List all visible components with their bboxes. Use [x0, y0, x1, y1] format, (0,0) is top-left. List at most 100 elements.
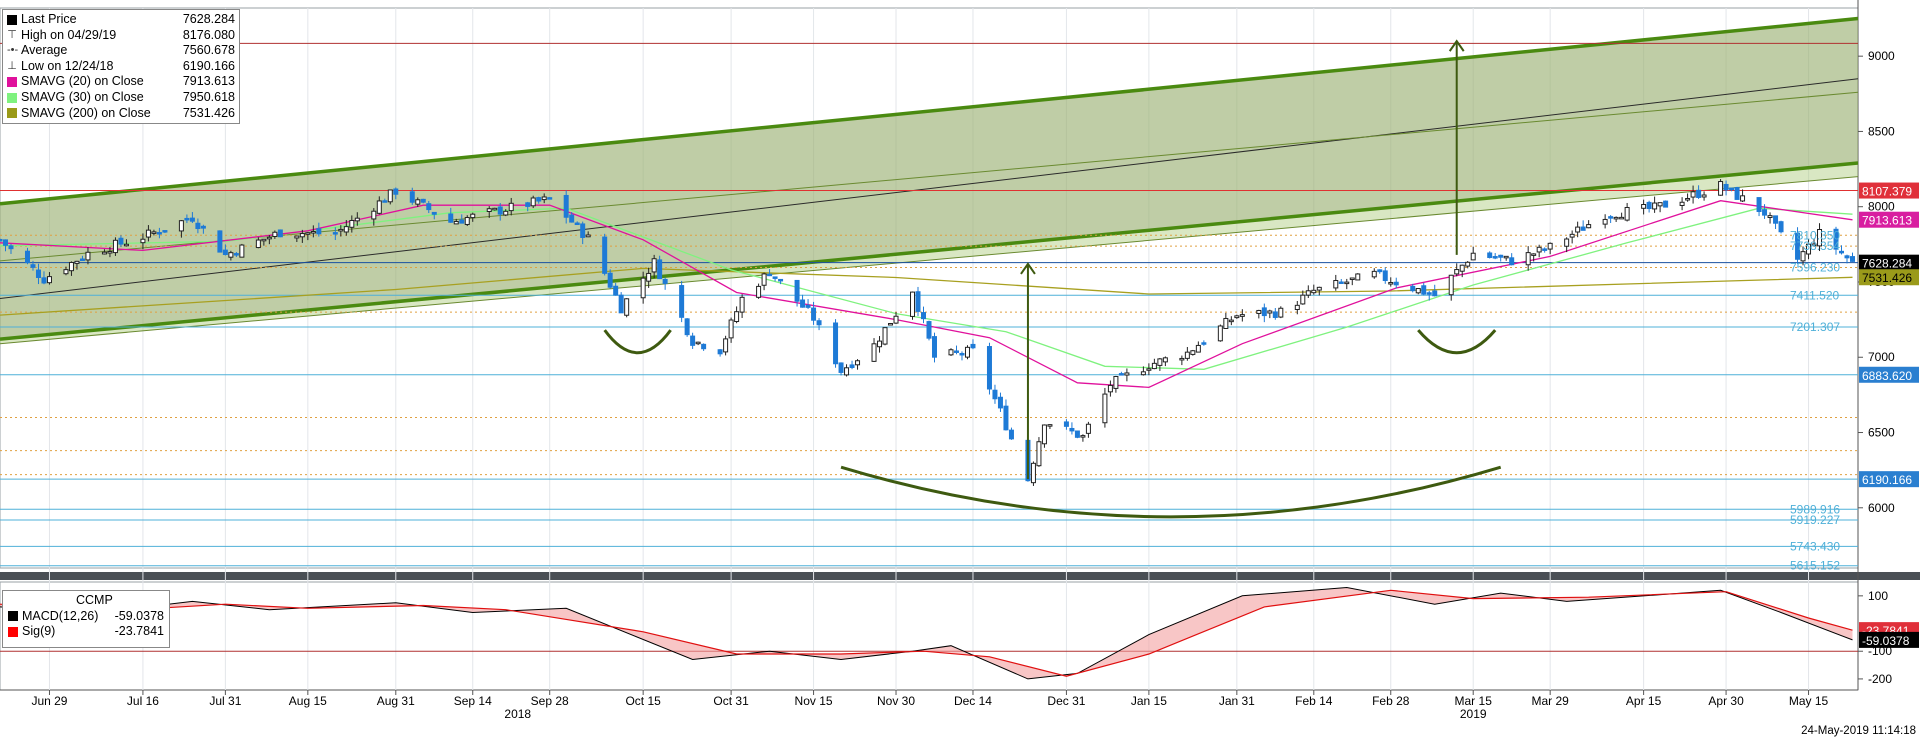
candle-body [1525, 252, 1531, 266]
candle-body [986, 346, 992, 390]
candle-body [772, 276, 778, 279]
candle-body [0, 238, 3, 242]
candle-body [1217, 325, 1223, 342]
candle-body [101, 251, 107, 255]
candle-body [888, 322, 894, 326]
candle-body [805, 304, 811, 308]
level-label: 5615.152 [1790, 559, 1840, 573]
candle-body [217, 230, 223, 253]
candle-body [1179, 357, 1185, 361]
candle-body [1608, 216, 1614, 219]
candle-body [8, 245, 14, 250]
candle-body [1839, 250, 1845, 254]
candle-body [1509, 257, 1515, 266]
legend-row: SMAVG (200) on Close 7531.426 [7, 106, 235, 122]
candle-body [580, 223, 586, 238]
candle-body [1531, 253, 1537, 256]
x-tick-label: Jun 29 [31, 694, 67, 708]
candle-body [964, 346, 970, 358]
candle-body [409, 191, 415, 203]
candle-body [448, 213, 454, 223]
y-tick-label: 7000 [1868, 350, 1895, 364]
price-tag-label: 6190.166 [1862, 473, 1912, 487]
x-tick-label: Oct 31 [713, 694, 749, 708]
candle-body [24, 250, 30, 264]
level-label: 7201.307 [1790, 320, 1840, 334]
candle-body [508, 202, 514, 212]
candle-body [811, 307, 817, 321]
legend-row: ⊤ High on 04/29/19 8176.080 [7, 28, 235, 44]
macd-y-tick-label: 100 [1868, 589, 1888, 603]
candle-body [1448, 274, 1454, 296]
candle-body [640, 277, 646, 299]
legend-value: 7913.613 [182, 74, 235, 89]
legend-value: 7628.284 [182, 12, 235, 26]
candle-body [849, 364, 855, 368]
level-label: 7810.350 [1790, 228, 1840, 242]
candle-body [959, 352, 965, 356]
candle-body [1267, 310, 1273, 314]
candle-body [734, 311, 740, 323]
x-tick-label: Aug 15 [289, 694, 327, 708]
candle-body [1740, 195, 1746, 202]
legend-swatch [7, 108, 17, 119]
legend-value: 7531.426 [182, 105, 235, 120]
price-tag-label: 7913.613 [1862, 214, 1912, 228]
candle-body [195, 222, 201, 230]
candle-body [310, 230, 316, 234]
candle-body [415, 199, 421, 205]
candle-body [1806, 243, 1812, 255]
x-tick-label: Nov 15 [795, 694, 833, 708]
candle-body [1602, 218, 1608, 225]
candle-body [1107, 384, 1113, 393]
candle-body [679, 285, 685, 318]
candle-body [701, 343, 707, 350]
candle-body [992, 389, 998, 400]
macd-line [0, 586, 1853, 680]
candle-body [299, 233, 305, 238]
candle-body [1003, 405, 1009, 431]
candle-body [371, 210, 377, 220]
macd-swatch [8, 611, 18, 622]
y-tick-label: 8000 [1868, 200, 1895, 214]
candle-body [1036, 441, 1042, 467]
candle-body [1305, 290, 1311, 296]
price-tag-bg [1859, 182, 1919, 199]
candle-body [569, 214, 575, 223]
candle-body [723, 338, 729, 353]
candle-body [921, 312, 927, 320]
candle-body [1624, 206, 1630, 221]
candle-body [1234, 315, 1240, 319]
candle-body [30, 264, 36, 268]
price-tag-bg [1859, 269, 1919, 286]
candle-body [1377, 269, 1383, 273]
candle-body [316, 228, 322, 235]
candle-body [184, 217, 190, 221]
candle-body [1718, 181, 1724, 196]
x-tick-label: Dec 14 [954, 694, 992, 708]
candle-body [1756, 197, 1762, 212]
candle-body [618, 294, 624, 314]
x-tick-label: Jan 15 [1131, 694, 1167, 708]
candle-body [387, 189, 393, 203]
channel-line [0, 176, 1859, 345]
candle-body [1080, 435, 1086, 438]
candle-body [1729, 187, 1735, 191]
candle-body [189, 217, 195, 222]
candle-body [1663, 200, 1669, 208]
candle-body [1344, 281, 1350, 285]
candle-body [695, 341, 701, 345]
candle-body [1586, 224, 1592, 229]
candle-body [739, 296, 745, 313]
candle-body [1498, 254, 1504, 258]
x-tick-label: Feb 28 [1372, 694, 1410, 708]
candle-body [1382, 270, 1388, 281]
legend-row: SMAVG (30) on Close 7950.618 [7, 90, 235, 106]
macd-label: MACD(12,26) [22, 608, 99, 623]
candle-body [1047, 424, 1053, 427]
candle-body [222, 249, 228, 255]
